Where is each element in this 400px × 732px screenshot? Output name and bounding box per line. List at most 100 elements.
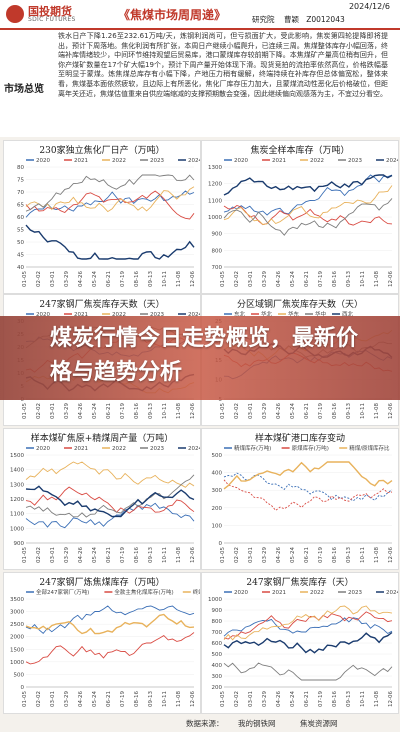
x-tick-label: 08-16 bbox=[332, 403, 338, 419]
headline-text: 煤炭行情今日走势概览，最新价格与趋势分析 bbox=[50, 326, 359, 385]
x-tick-label: 12-06 bbox=[388, 547, 394, 563]
series-line bbox=[223, 662, 393, 681]
y-tick-label: 50 bbox=[17, 240, 24, 246]
x-tick-label: 06-21 bbox=[304, 547, 310, 563]
legend-label: 2023 bbox=[348, 158, 362, 164]
x-tick-label: 01-05 bbox=[220, 271, 226, 287]
legend-label: 2023 bbox=[150, 446, 164, 452]
x-tick-label: 12-06 bbox=[190, 547, 196, 563]
legend-label: 2024 bbox=[386, 590, 398, 596]
x-tick-label: 01-05 bbox=[22, 691, 28, 707]
report-footer: 数据来源： 我的钢铁网 焦炭资源网 bbox=[0, 714, 400, 732]
x-tick-label: 07-19 bbox=[120, 271, 126, 287]
legend-label: 2020 bbox=[36, 446, 50, 452]
x-tick-label: 05-24 bbox=[290, 271, 296, 287]
x-tick-label: 01-05 bbox=[220, 547, 226, 563]
legend-label: 2020 bbox=[234, 158, 248, 164]
report-header: 国投期货 SDIC FUTURES 《焦煤市场周周递》 研究院 曹颖 Z0012… bbox=[0, 0, 400, 30]
x-tick-label: 11-08 bbox=[176, 547, 182, 563]
x-tick-label: 11-08 bbox=[374, 691, 380, 707]
x-tick-label: 11-08 bbox=[374, 403, 380, 419]
legend-label: 2023 bbox=[150, 312, 164, 318]
x-tick-label: 10-11 bbox=[360, 271, 366, 287]
y-tick-label: 80 bbox=[17, 165, 24, 171]
x-tick-label: 12-06 bbox=[388, 403, 394, 419]
x-tick-label: 07-19 bbox=[318, 547, 324, 563]
x-tick-label: 02-02 bbox=[36, 691, 42, 707]
series-line bbox=[25, 613, 195, 635]
x-tick-label: 04-26 bbox=[78, 403, 84, 419]
series-line bbox=[25, 190, 195, 220]
chart-title: 230家独立焦化厂日产（万吨） bbox=[39, 144, 164, 156]
series-line bbox=[223, 204, 393, 226]
series-line bbox=[25, 190, 195, 218]
x-tick-label: 08-16 bbox=[134, 547, 140, 563]
chart-mine-port-stock: 样本煤矿港口库存变动 精煤库存(万吨) 原煤库存(万吨) 精煤/原煤库存比 500 400… bbox=[201, 428, 399, 570]
chart-title: 分区域钢厂焦炭库存天数（天） bbox=[237, 298, 363, 310]
x-tick-label: 07-19 bbox=[318, 403, 324, 419]
x-tick-label: 03-01 bbox=[50, 691, 56, 707]
x-tick-label: 09-13 bbox=[346, 403, 352, 419]
x-tick-label: 02-02 bbox=[234, 271, 240, 287]
legend-label: 华东 bbox=[288, 310, 300, 318]
x-tick-label: 10-11 bbox=[360, 403, 366, 419]
legend-label: 全部247家钢厂(万吨) bbox=[36, 588, 89, 596]
series-line bbox=[223, 605, 393, 641]
y-tick-label: 700 bbox=[212, 630, 223, 636]
series-line bbox=[223, 461, 393, 490]
x-tick-label: 06-21 bbox=[106, 271, 112, 287]
legend-label: 2022 bbox=[112, 158, 126, 164]
x-tick-label: 03-01 bbox=[248, 271, 254, 287]
series-line bbox=[25, 605, 195, 635]
y-tick-label: 300 bbox=[212, 488, 223, 494]
footer-source: 我的钢铁网 bbox=[238, 719, 276, 728]
legend-label: 2021 bbox=[272, 158, 286, 164]
y-tick-label: 500 bbox=[14, 672, 25, 678]
legend-label: 2024 bbox=[188, 158, 200, 164]
author-label: 研究院 bbox=[252, 15, 275, 24]
x-tick-label: 03-29 bbox=[262, 403, 268, 419]
x-tick-label: 05-24 bbox=[92, 547, 98, 563]
x-tick-label: 05-24 bbox=[290, 547, 296, 563]
x-tick-label: 07-19 bbox=[318, 691, 324, 707]
x-tick-label: 07-19 bbox=[120, 547, 126, 563]
x-tick-label: 09-13 bbox=[148, 403, 154, 419]
series-line bbox=[25, 485, 195, 518]
x-tick-label: 03-01 bbox=[50, 271, 56, 287]
legend-label: 2024 bbox=[188, 312, 200, 318]
y-tick-label: 1300 bbox=[10, 482, 24, 488]
x-tick-label: 08-16 bbox=[134, 271, 140, 287]
x-tick-label: 06-21 bbox=[304, 691, 310, 707]
y-tick-label: 400 bbox=[212, 663, 223, 669]
series-line bbox=[25, 186, 195, 213]
y-tick-label: 200 bbox=[212, 685, 223, 691]
x-tick-label: 03-01 bbox=[50, 403, 56, 419]
x-tick-label: 01-05 bbox=[220, 403, 226, 419]
legend-label: 精煤库存(万吨) bbox=[234, 444, 271, 452]
x-tick-label: 08-16 bbox=[332, 271, 338, 287]
x-tick-label: 01-05 bbox=[220, 691, 226, 707]
x-tick-label: 10-11 bbox=[360, 691, 366, 707]
x-tick-label: 03-29 bbox=[262, 271, 268, 287]
y-tick-label: 1000 bbox=[208, 215, 222, 221]
x-tick-label: 03-29 bbox=[64, 547, 70, 563]
legend-label: 华中 bbox=[315, 310, 326, 318]
chart-title: 样本煤矿焦原+精煤周产量（万吨） bbox=[31, 432, 174, 444]
x-tick-label: 10-11 bbox=[162, 271, 168, 287]
chart-mill-coke-stock: 247家钢厂焦炭库存（天） 2020 2021 2022 2023 2024 1000 900… bbox=[201, 572, 399, 714]
x-tick-label: 09-13 bbox=[148, 691, 154, 707]
y-tick-label: 900 bbox=[212, 232, 223, 238]
legend-label: 2024 bbox=[188, 446, 200, 452]
x-tick-label: 08-16 bbox=[134, 403, 140, 419]
legend-label: 2020 bbox=[36, 312, 50, 318]
x-tick-label: 05-24 bbox=[92, 271, 98, 287]
chart-title: 样本煤矿港口库存变动 bbox=[255, 432, 345, 444]
series-line bbox=[223, 185, 393, 225]
x-tick-label: 11-08 bbox=[374, 547, 380, 563]
y-tick-label: 2000 bbox=[10, 635, 24, 641]
x-tick-label: 01-05 bbox=[22, 271, 28, 287]
sdic-logo-icon bbox=[6, 5, 24, 23]
x-tick-label: 02-02 bbox=[234, 547, 240, 563]
chart-title: 247家钢厂焦炭库存（天） bbox=[246, 576, 353, 588]
y-tick-label: 800 bbox=[212, 248, 223, 254]
